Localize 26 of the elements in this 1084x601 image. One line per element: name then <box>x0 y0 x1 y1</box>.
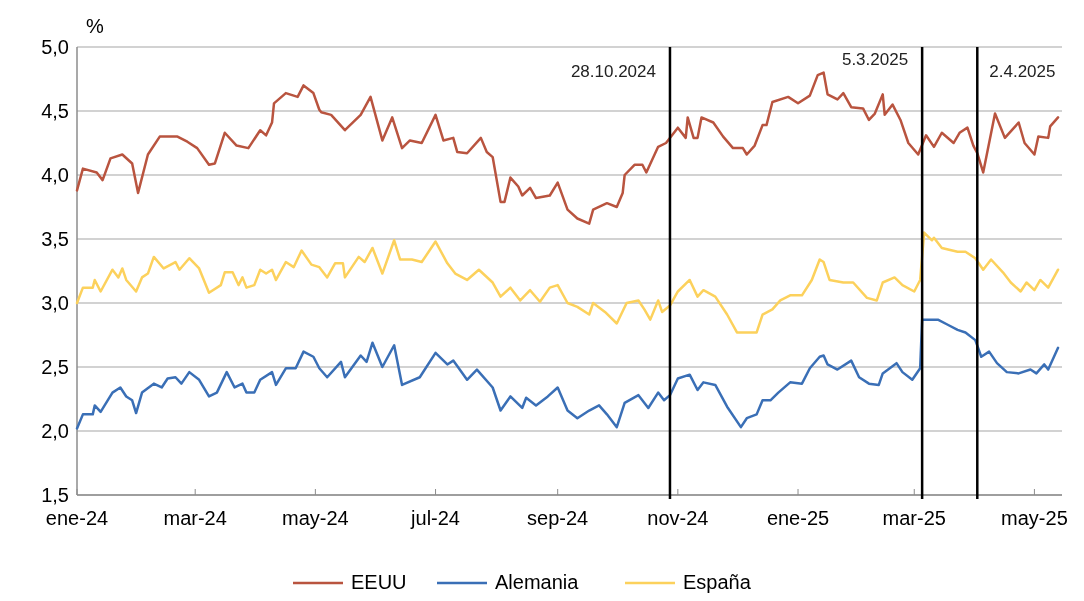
x-tick-label: mar-25 <box>882 507 946 529</box>
ref-line-label: 5.3.2025 <box>841 50 909 69</box>
y-tick-label: 4,5 <box>41 100 69 122</box>
legend-label: EEUU <box>351 571 407 593</box>
y-tick-label: 2,5 <box>41 356 69 378</box>
y-tick-label: 2,0 <box>41 420 69 442</box>
ref-line-label: 28.10.2024 <box>570 62 656 81</box>
x-tick-label: ene-25 <box>766 507 830 529</box>
x-tick-label: nov-24 <box>647 507 709 529</box>
ref-line-label: 2.4.2025 <box>989 62 1056 81</box>
x-tick-label: mar-24 <box>163 507 227 529</box>
x-tick-label: may-24 <box>282 507 349 529</box>
legend-label: España <box>683 571 752 593</box>
x-tick-label: sep-24 <box>527 507 589 529</box>
x-tick-label: may-25 <box>1001 507 1068 529</box>
y-tick-label: 4,0 <box>41 164 69 186</box>
line-series <box>75 231 1060 334</box>
y-tick-label: 5,0 <box>41 36 69 58</box>
y-axis-title: % <box>86 15 105 37</box>
y-tick-label: 1,5 <box>41 484 69 506</box>
x-tick-label: jul-24 <box>410 507 460 529</box>
legend-label: Alemania <box>495 571 580 593</box>
y-tick-label: 3,5 <box>41 228 69 250</box>
x-tick-label: ene-24 <box>45 507 109 529</box>
line-series <box>75 318 1060 430</box>
y-tick-label: 3,0 <box>41 292 69 314</box>
